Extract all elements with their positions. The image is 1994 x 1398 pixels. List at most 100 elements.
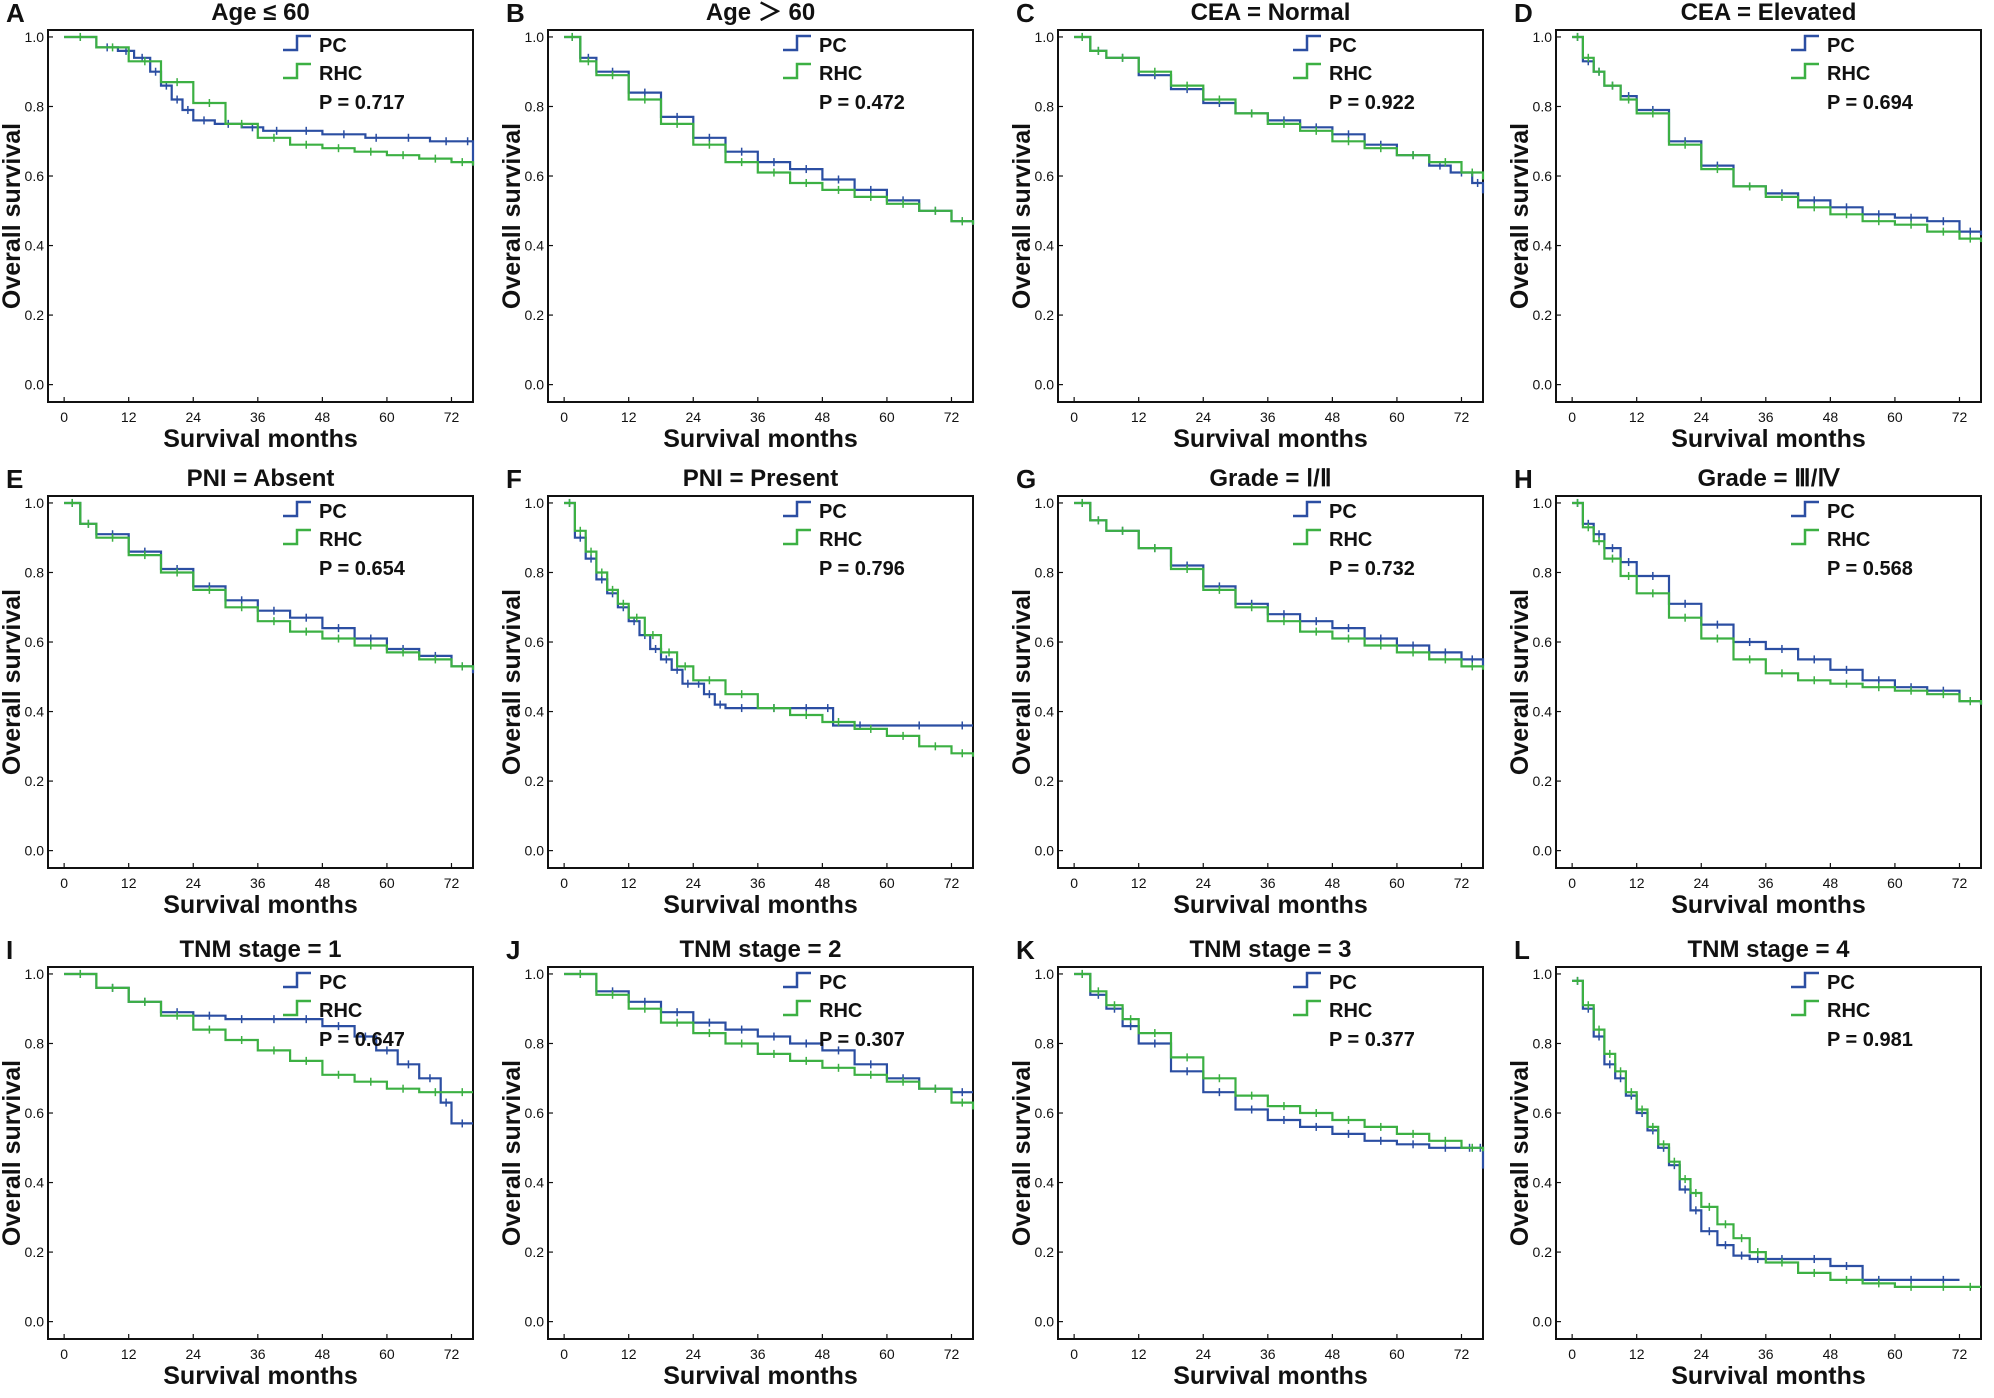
series-line-rhc bbox=[1074, 972, 1485, 1152]
y-axis-title: Overall survival bbox=[1506, 589, 1534, 775]
legend-swatch-rhc bbox=[1791, 528, 1819, 546]
panel-letter: D bbox=[1514, 0, 1533, 28]
x-axis-title: Survival months bbox=[1173, 1362, 1368, 1390]
p-value: P = 0.472 bbox=[819, 92, 905, 114]
series-line-pc bbox=[564, 501, 973, 727]
p-value: P = 0.717 bbox=[319, 92, 405, 114]
x-axis-title: Survival months bbox=[1173, 425, 1368, 453]
x-axis-title: Survival months bbox=[663, 425, 858, 453]
x-tick-label: 24 bbox=[1693, 1346, 1709, 1362]
plot-frame bbox=[47, 966, 474, 1340]
panel-letter: J bbox=[506, 935, 520, 965]
y-tick-label: 0.2 bbox=[1035, 307, 1055, 323]
plot-frame bbox=[1057, 29, 1484, 403]
x-tick-label: 12 bbox=[1629, 409, 1645, 425]
y-tick-label: 0.4 bbox=[25, 704, 45, 720]
x-tick-label: 72 bbox=[1952, 409, 1968, 425]
x-tick-label: 12 bbox=[1131, 875, 1147, 891]
x-tick-label: 0 bbox=[560, 1346, 568, 1362]
legend-label: RHC bbox=[319, 529, 362, 551]
p-value: P = 0.307 bbox=[819, 1029, 905, 1051]
panel-letter: H bbox=[1514, 464, 1533, 494]
y-tick-label: 0.2 bbox=[1533, 307, 1553, 323]
x-tick-label: 48 bbox=[315, 875, 331, 891]
legend-swatch-pc bbox=[1293, 34, 1321, 52]
series-line-pc bbox=[1074, 972, 1485, 1169]
panel-title: CEA = Normal bbox=[1191, 0, 1351, 26]
y-tick-label: 0.6 bbox=[25, 168, 45, 184]
y-tick-label: 0.8 bbox=[25, 1035, 45, 1051]
x-tick-label: 72 bbox=[944, 409, 960, 425]
y-axis-title: Overall survival bbox=[1506, 123, 1534, 309]
panel-letter: C bbox=[1016, 0, 1035, 28]
legend-label: PC bbox=[819, 972, 847, 994]
y-tick-label: 0.0 bbox=[1533, 377, 1553, 393]
x-tick-label: 24 bbox=[185, 409, 201, 425]
legend-label: PC bbox=[819, 501, 847, 523]
series-line-rhc bbox=[1572, 501, 1983, 705]
legend-swatch-pc bbox=[783, 500, 811, 518]
y-axis-title: Overall survival bbox=[1008, 123, 1036, 309]
x-tick-label: 24 bbox=[1195, 1346, 1211, 1362]
legend-label: RHC bbox=[819, 529, 862, 551]
x-axis-title: Survival months bbox=[163, 1362, 358, 1390]
x-tick-label: 24 bbox=[1195, 409, 1211, 425]
y-tick-label: 0.8 bbox=[1533, 1035, 1553, 1051]
series-line-pc bbox=[64, 501, 475, 674]
km-panel-b: B Age ＞ 60 0.0 0.2 0.4 0.6 0.8 1.0 0 12 24 36 48 60 72… bbox=[498, 0, 975, 453]
legend-label: PC bbox=[1827, 35, 1855, 57]
series-line-pc bbox=[1074, 501, 1485, 667]
x-tick-label: 36 bbox=[750, 875, 766, 891]
legend-swatch-rhc bbox=[1293, 62, 1321, 80]
y-tick-label: 0.0 bbox=[1533, 843, 1553, 859]
x-axis-title: Survival months bbox=[1173, 891, 1368, 919]
legend-label: PC bbox=[1329, 972, 1357, 994]
y-axis-title: Overall survival bbox=[498, 123, 526, 309]
series-line-rhc bbox=[64, 501, 475, 670]
y-tick-label: 0.2 bbox=[1533, 773, 1553, 789]
y-tick-label: 0.4 bbox=[1533, 1175, 1553, 1191]
plot-frame bbox=[547, 966, 974, 1340]
x-tick-label: 24 bbox=[1693, 875, 1709, 891]
x-tick-label: 24 bbox=[185, 1346, 201, 1362]
y-tick-label: 0.8 bbox=[1035, 1035, 1055, 1051]
x-tick-label: 48 bbox=[1823, 409, 1839, 425]
x-tick-label: 0 bbox=[1070, 409, 1078, 425]
x-tick-label: 24 bbox=[685, 1346, 701, 1362]
y-tick-label: 0.0 bbox=[25, 377, 45, 393]
legend-swatch-rhc bbox=[783, 999, 811, 1017]
y-tick-label: 1.0 bbox=[25, 966, 45, 982]
series-line-pc bbox=[564, 35, 975, 225]
y-tick-label: 0.0 bbox=[525, 1314, 545, 1330]
panel-title: TNM stage = 1 bbox=[179, 936, 341, 963]
y-tick-label: 0.0 bbox=[1035, 843, 1055, 859]
legend-label: RHC bbox=[1329, 63, 1372, 85]
legend-swatch-rhc bbox=[283, 528, 311, 546]
legend-label: RHC bbox=[319, 63, 362, 85]
series-line-rhc bbox=[64, 35, 475, 166]
legend-swatch-rhc bbox=[1293, 999, 1321, 1017]
plot-frame bbox=[1555, 29, 1982, 403]
x-tick-label: 12 bbox=[121, 875, 137, 891]
y-tick-label: 0.4 bbox=[525, 238, 545, 254]
legend-label: PC bbox=[1827, 972, 1855, 994]
y-tick-label: 0.8 bbox=[1533, 98, 1553, 114]
x-tick-label: 12 bbox=[621, 875, 637, 891]
panel-title: PNI = Absent bbox=[187, 465, 335, 492]
series-line-pc bbox=[1572, 979, 1960, 1281]
x-tick-label: 48 bbox=[315, 409, 331, 425]
y-tick-label: 0.0 bbox=[1533, 1314, 1553, 1330]
p-value: P = 0.568 bbox=[1827, 558, 1913, 580]
km-panel-j: J TNM stage = 2 0.0 0.2 0.4 0.6 0.8 1.0 0 12 24 36 4… bbox=[498, 935, 975, 1390]
km-panel-e: E PNI = Absent 0.0 0.2 0.4 0.6 0.8 1.0 0 12 24 36 48… bbox=[0, 464, 475, 919]
y-tick-label: 0.6 bbox=[25, 1105, 45, 1121]
x-axis-title: Survival months bbox=[163, 425, 358, 453]
panel-title: TNM stage = 4 bbox=[1687, 936, 1850, 963]
km-panel-h: H Grade = Ⅲ/Ⅳ 0.0 0.2 0.4 0.6 0.8 1.0 0 12 24 36 48 6… bbox=[1506, 464, 1983, 919]
plot-frame bbox=[547, 29, 974, 403]
x-tick-label: 36 bbox=[750, 409, 766, 425]
legend-swatch-rhc bbox=[283, 999, 311, 1017]
y-tick-label: 0.2 bbox=[25, 307, 45, 323]
legend-label: RHC bbox=[819, 1000, 862, 1022]
